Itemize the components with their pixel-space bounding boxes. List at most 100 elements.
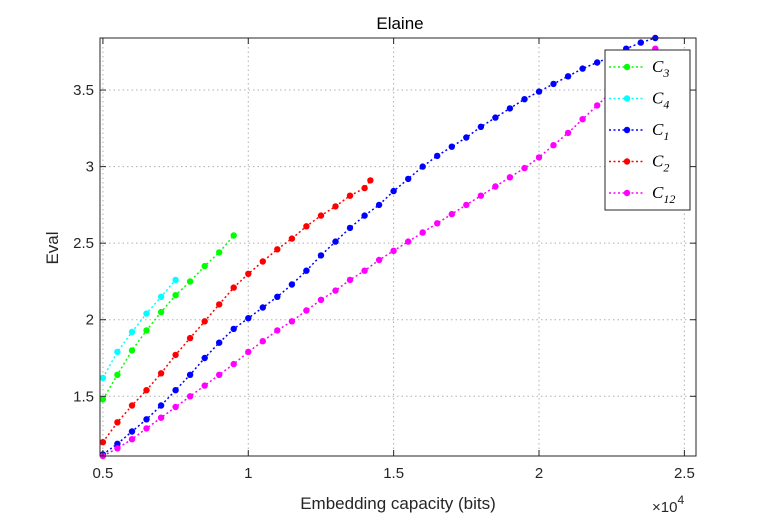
data-point [216, 249, 223, 256]
legend-label: C2 [652, 152, 669, 175]
data-point [128, 402, 136, 409]
y-axis-ticks: 1.5 2 2.5 3 3.5 [73, 82, 696, 405]
data-point [143, 425, 150, 432]
data-point [99, 396, 107, 403]
data-point [390, 247, 397, 254]
data-point [128, 347, 136, 354]
data-point [448, 210, 455, 218]
data-point [172, 292, 179, 299]
data-point [201, 262, 208, 270]
data-point [216, 339, 223, 346]
data-point [157, 308, 165, 316]
data-point [143, 327, 150, 334]
data-point [579, 65, 586, 72]
data-point [172, 403, 179, 411]
series-C4 [99, 276, 179, 382]
legend-entry-C1: C1 [609, 120, 669, 143]
data-point [274, 327, 281, 334]
x-axis-label: Embedding capacity (bits) [300, 494, 496, 513]
series-C1 [99, 34, 659, 458]
data-point [245, 348, 252, 356]
x-exponent-power: 4 [677, 493, 684, 507]
x-exponent-base: ×10 [652, 499, 677, 516]
data-point [492, 114, 499, 121]
data-point [245, 270, 252, 277]
series-line [102, 279, 177, 379]
data-point [288, 318, 296, 325]
data-point [128, 436, 136, 443]
data-point [477, 192, 485, 199]
data-point [230, 360, 237, 368]
legend-entry-C12: C12 [609, 183, 675, 206]
legend-marker [623, 95, 631, 102]
data-point [506, 174, 514, 181]
data-point [434, 220, 441, 227]
data-point [303, 223, 310, 230]
data-point [128, 328, 136, 336]
series-C3 [99, 232, 237, 403]
data-point [186, 334, 194, 342]
data-point [361, 184, 368, 192]
data-point [332, 203, 339, 210]
data-point [230, 325, 237, 333]
data-point [477, 123, 485, 130]
data-point [448, 143, 455, 150]
data-point [317, 212, 325, 219]
x-tick-label: 2 [535, 465, 543, 482]
series-C2 [99, 177, 374, 446]
data-point [114, 371, 121, 378]
data-point [594, 102, 601, 109]
data-point [216, 301, 223, 308]
grid-lines [100, 38, 696, 456]
chart-title: Elaine [376, 14, 423, 33]
data-point [346, 276, 354, 284]
data-point [99, 374, 107, 382]
legend: C3 C4 C1 C2 C12 [604, 49, 691, 211]
data-point [128, 428, 136, 435]
y-tick-label: 3 [86, 159, 94, 176]
data-point [114, 419, 121, 426]
data-point [535, 154, 543, 161]
legend-entry-C3: C3 [609, 57, 669, 80]
data-point [550, 80, 557, 88]
data-point [114, 445, 121, 452]
legend-label: C12 [652, 183, 675, 206]
series-line [102, 37, 656, 456]
data-point [274, 293, 281, 300]
y-tick-label: 2 [86, 312, 94, 329]
data-point [157, 414, 165, 421]
data-point [186, 278, 194, 285]
data-point [245, 315, 252, 322]
data-point [230, 232, 237, 239]
data-point [637, 39, 644, 46]
data-point [143, 416, 150, 423]
data-point [317, 296, 325, 303]
data-point [492, 183, 499, 190]
x-tick-label: 2.5 [674, 465, 695, 482]
data-point [521, 96, 528, 103]
data-point [216, 371, 223, 378]
legend-box [604, 49, 691, 211]
data-point [288, 281, 296, 288]
data-point [506, 105, 514, 112]
data-point [463, 134, 470, 141]
legend-label: C4 [652, 89, 669, 112]
data-point [535, 88, 543, 95]
x-tick-label: 1.5 [383, 465, 404, 482]
data-point [259, 258, 266, 265]
data-point [434, 152, 441, 160]
data-point [346, 224, 354, 232]
data-point [201, 354, 208, 362]
data-point [201, 318, 208, 325]
legend-marker [623, 189, 631, 197]
x-tick-label: 1 [244, 465, 252, 482]
data-point [143, 310, 150, 317]
data-point [564, 73, 572, 80]
data-point [463, 201, 470, 209]
data-point [405, 175, 412, 183]
data-point [157, 402, 165, 409]
plot-area-frame [99, 37, 697, 457]
data-point [361, 267, 368, 274]
data-point [375, 201, 383, 209]
